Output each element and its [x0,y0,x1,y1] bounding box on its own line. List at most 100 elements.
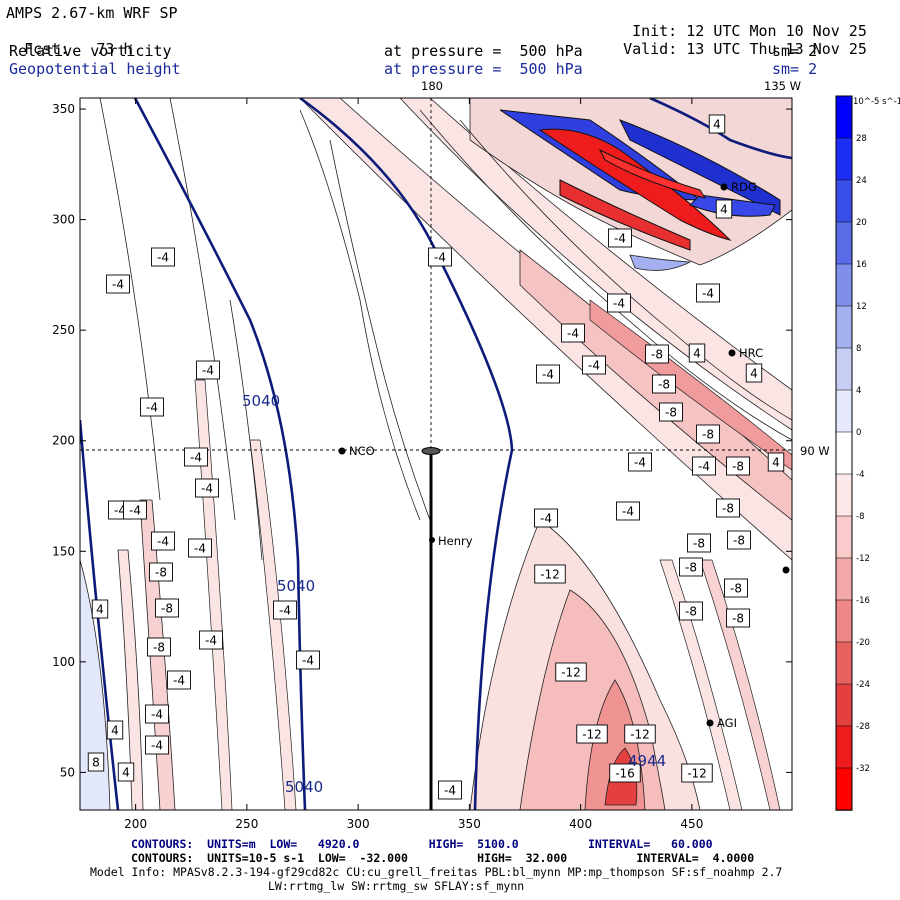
svg-text:4: 4 [713,118,721,132]
colorbar-level: 0 [856,428,861,438]
station-cluster [421,447,441,455]
vorticity-contour-label: -4 [151,247,175,267]
y-tick-label: 100 [52,655,75,669]
plot-frame [79,97,793,811]
valid-time: Valid: 13 UTC Thu 13 Nov 25 [605,22,867,58]
station-agi: AGI [706,716,737,730]
vorticity-contour-label: -8 [726,456,750,476]
colorbar-level: -32 [856,764,870,774]
colorbar-swatch [835,137,853,181]
colorbar-swatch [835,347,853,391]
vorticity-contour-label: -4 [534,508,558,528]
svg-text:-8: -8 [702,428,714,442]
svg-text:-8: -8 [722,502,734,516]
svg-text:-12: -12 [561,666,581,680]
vorticity-contour-label: -4 [151,531,175,551]
x-tick-label: 200 [124,817,147,831]
svg-text:-12: -12 [540,568,560,582]
svg-text:-8: -8 [732,460,744,474]
vorticity-contour-label: -12 [681,763,713,783]
svg-text:-4: -4 [201,482,213,496]
colorbar-level: -8 [856,512,864,522]
x-tick-label: 400 [569,817,592,831]
vorticity-contour-label: -4 [607,293,631,313]
colorbar-level: 24 [856,176,867,186]
pos-core-ne-3 [689,194,776,217]
vorticity-contour-label: -12 [576,724,608,744]
height-label: 5040 [242,392,280,410]
vorticity-contour-label: -4 [123,500,147,520]
svg-text:-4: -4 [173,674,185,688]
vorticity-contour-label: -8 [149,562,173,582]
svg-text:-4: -4 [588,359,600,373]
vorticity-contour-label: -4 [145,735,169,755]
x-tick-label: 350 [458,817,481,831]
svg-text:-4: -4 [698,460,710,474]
svg-text:4: 4 [772,456,780,470]
init-label: Init: [632,22,678,40]
svg-text:-4: -4 [542,368,554,382]
vorticity-contour-label: 4 [688,343,706,363]
vorticity-contour-label: -4 [199,630,223,650]
init-time: Init: 12 UTC Mon 10 Nov 25 [614,4,867,40]
lon-label-180: 180 [421,79,443,93]
y-tick-label: 50 [60,765,75,779]
contour-info-vorticity: CONTOURS: UNITS=10-5 s-1 LOW= -32.000 HI… [131,851,755,865]
vorticity-contour-label: -4 [188,538,212,558]
svg-text:-16: -16 [615,767,635,781]
thin-contour-line [299,109,421,521]
svg-text:4: 4 [122,766,130,780]
field1-name: Relative vorticity [9,42,172,60]
vorticity-contour-label: -4 [582,355,606,375]
height-contour-b [133,98,307,810]
thin-contour-line [329,139,431,521]
svg-text:-8: -8 [155,566,167,580]
svg-text:-4: -4 [613,297,625,311]
colorbar-swatch [835,725,853,769]
svg-text:-4: -4 [112,278,124,292]
vorticity-contour-label: -8 [147,637,171,657]
svg-text:-8: -8 [665,406,677,420]
station-rdg: RDG [720,180,757,194]
svg-text:-4: -4 [146,401,158,415]
svg-text:-4: -4 [567,327,579,341]
colorbar-swatch [835,515,853,559]
svg-text:-4: -4 [194,542,206,556]
svg-text:-4: -4 [702,287,714,301]
vorticity-contour-label: -8 [155,598,179,618]
thin-contour-line [169,98,236,521]
field2-level: at pressure = 500 hPa [384,60,583,78]
colorbar-swatch [835,683,853,727]
field1-smooth: sm= 2 [772,42,818,60]
colorbar-swatch [835,179,853,223]
svg-text:-4: -4 [302,654,314,668]
svg-text:-8: -8 [685,561,697,575]
vorticity-contour-label: 4 [117,762,135,782]
pos-core-ne-2 [618,119,781,216]
colorbar-swatch [835,305,853,349]
valid-value: 13 UTC Thu 13 Nov 25 [686,40,867,58]
field2-name: Geopotential height [9,60,181,78]
station-label: AGI [717,716,737,730]
neg-core-ne-1 [538,128,732,241]
neg-stripe-west-2 [117,549,144,810]
svg-text:4: 4 [720,203,728,217]
vorticity-contour-label: 4 [745,363,763,383]
colorbar-level: 8 [856,344,861,354]
svg-text:-8: -8 [161,602,173,616]
vorticity-contour-label: -8 [687,533,711,553]
colorbar-swatch [835,557,853,601]
vorticity-contour-label: -4 [438,780,462,800]
colorbar-swatch [835,389,853,433]
y-tick-label: 250 [52,323,75,337]
vorticity-contour-label: -4 [196,360,220,380]
svg-text:-4: -4 [157,535,169,549]
vorticity-contour-label: -4 [195,478,219,498]
vorticity-contour-label: -8 [679,601,703,621]
svg-text:4: 4 [750,367,758,381]
vorticity-contour-label: -4 [145,704,169,724]
svg-text:-8: -8 [730,582,742,596]
init-value: 12 UTC Mon 10 Nov 25 [686,22,867,40]
colorbar-level: -12 [856,554,870,564]
svg-text:-4: -4 [202,364,214,378]
